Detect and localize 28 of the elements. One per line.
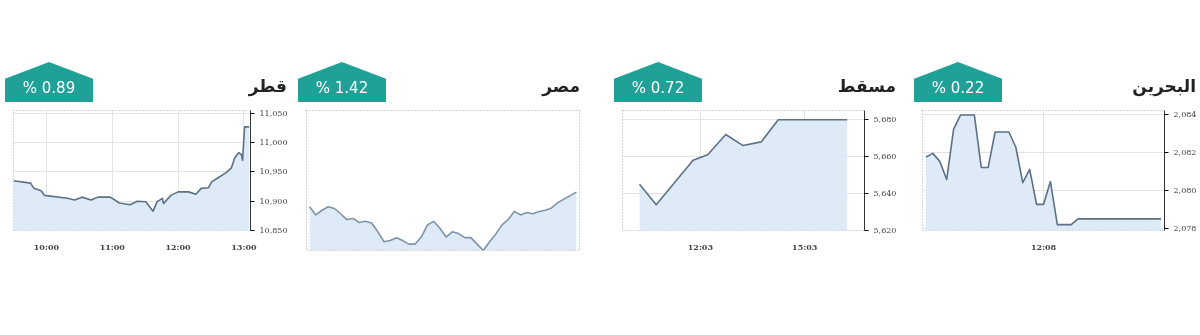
y-tick-label: 11,050 (259, 108, 288, 118)
y-tick-label: 10,900 (259, 196, 288, 206)
y-tick-label: 10,850 (259, 226, 288, 235)
chart-title: مصر (542, 74, 580, 99)
y-tick-label: 2,084 (1173, 109, 1197, 119)
y-tick-label: 5,620 (873, 226, 897, 235)
y-tick-label: 2,078 (1173, 224, 1197, 234)
x-tick-label: 15:03 (792, 241, 818, 252)
x-tick-label: 11:00 (99, 241, 126, 252)
x-tick-label: 12:00 (165, 241, 192, 252)
y-tick-label: 5,660 (873, 152, 897, 162)
y-tick-label: 10,950 (259, 167, 288, 177)
y-tick-label: 11,000 (259, 138, 288, 148)
y-tick-label: 2,080 (1173, 186, 1197, 195)
x-tick-label: 10:00 (33, 241, 60, 252)
x-tick-label: 12:03 (687, 241, 714, 252)
chart-subtitle: % 0.72 (614, 62, 702, 102)
y-tick-label: 5,640 (873, 189, 897, 199)
y-tick-label: 2,082 (1173, 147, 1197, 157)
chart-subtitle: % 0.89 (5, 62, 93, 102)
chart-subtitle: % 1.42 (298, 62, 386, 102)
chart-title: مسقط (837, 74, 896, 98)
chart-subtitle: % 0.22 (914, 62, 1002, 102)
y-tick-label: 5,680 (873, 115, 897, 125)
x-tick-label: 13:00 (231, 241, 257, 252)
x-tick-label: 12:08 (1030, 241, 1057, 252)
chart-title: قطر (248, 74, 287, 99)
chart-title: البحرين (1132, 74, 1196, 99)
